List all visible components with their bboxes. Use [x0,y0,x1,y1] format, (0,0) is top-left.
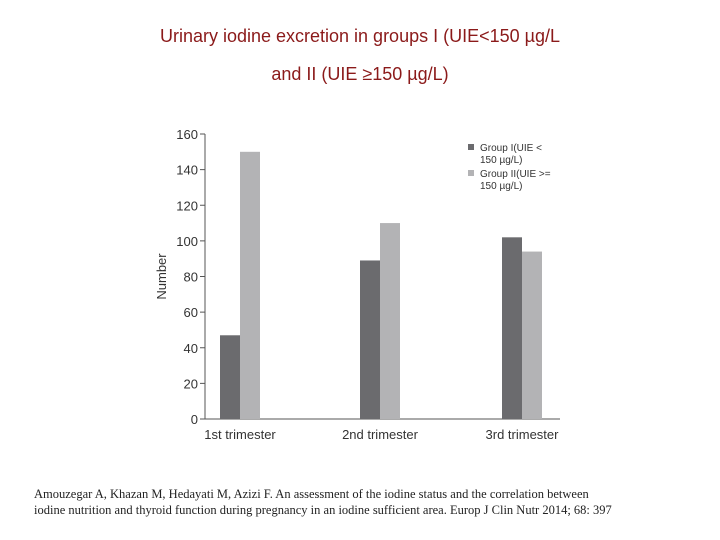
x-tick-label: 2nd trimester [342,427,419,442]
y-axis-title: Number [154,253,169,300]
bar-group-i [502,237,522,419]
y-tick-label: 0 [191,412,198,427]
y-tick-label: 80 [184,270,198,285]
y-tick-label: 140 [176,163,198,178]
chart-title-line-2: and II (UIE ≥150 µg/L) [271,64,449,84]
citation-line-2: iodine nutrition and thyroid function du… [34,503,612,517]
bar-group-ii [380,223,400,419]
citation: Amouzegar A, Khazan M, Hedayati M, Azizi… [34,486,694,518]
bar-group-ii [522,251,542,419]
y-tick-label: 120 [176,198,198,213]
y-tick-label: 160 [176,127,198,142]
legend-label: Group I(UIE < [480,143,542,154]
x-tick-label: 1st trimester [204,427,276,442]
y-tick-label: 40 [184,341,198,356]
y-tick-label: 60 [184,305,198,320]
bar-group-i [360,260,380,419]
y-tick-label: 20 [184,376,198,391]
x-tick-label: 3rd trimester [486,427,560,442]
legend-swatch [468,144,474,150]
legend-swatch [468,170,474,176]
legend-label: Group II(UIE >= [480,169,551,180]
bar-group-ii [240,151,260,419]
y-tick-label: 100 [176,234,198,249]
citation-line-1: Amouzegar A, Khazan M, Hedayati M, Azizi… [34,487,589,501]
bar-group-i [220,335,240,419]
legend-label: 150 µg/L) [480,181,522,192]
legend-label: 150 µg/L) [480,155,522,166]
chart-title-line-1: Urinary iodine excretion in groups I (UI… [159,26,561,46]
